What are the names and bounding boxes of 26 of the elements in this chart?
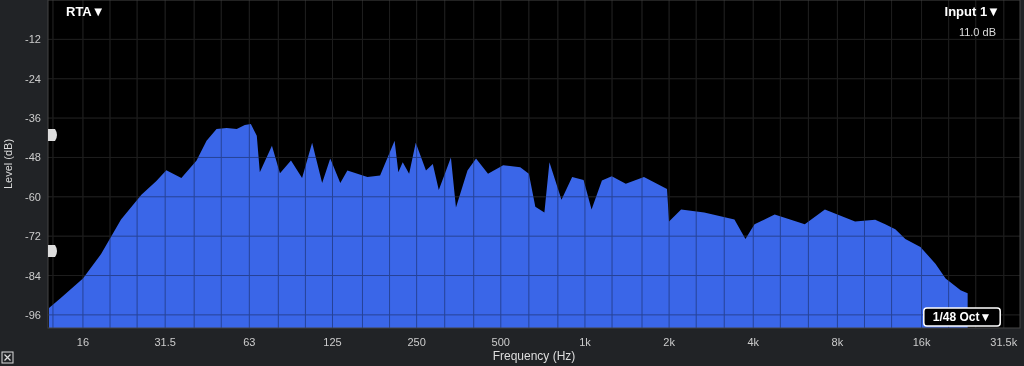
- x-axis-title: Frequency (Hz): [492, 349, 576, 363]
- annotation: RTA▼: [66, 4, 105, 19]
- x-tick-label: 4k: [747, 336, 760, 348]
- x-tick-label: 31.5k: [990, 336, 1018, 348]
- x-tick-label: 125: [323, 336, 342, 348]
- annotation: Input 1▼: [944, 4, 1000, 19]
- x-tick-label: 63: [243, 336, 256, 348]
- x-tick-label: 8k: [831, 336, 844, 348]
- y-tick-label: -24: [25, 72, 41, 85]
- x-tick-label: 31.5: [154, 336, 176, 348]
- annotation: 11.0 dB: [958, 26, 996, 38]
- y-tick-label: -60: [25, 190, 41, 203]
- y-tick-label: -96: [25, 308, 41, 321]
- x-tick-label: 2k: [663, 336, 676, 348]
- y-axis-title: Level (dB): [2, 138, 14, 190]
- y-tick-label: -72: [25, 230, 41, 243]
- annotation: 1/48 Oct▼: [932, 310, 992, 324]
- y-tick-label: -84: [25, 269, 41, 282]
- x-tick-label: 250: [407, 336, 426, 348]
- x-tick-label: 500: [491, 336, 510, 348]
- y-tick-label: -12: [25, 33, 41, 46]
- x-tick-label: 1k: [579, 336, 592, 348]
- y-tick-label: -48: [25, 151, 41, 164]
- x-tick-label: 16k: [912, 336, 931, 348]
- y-tick-label: -36: [25, 112, 41, 125]
- x-tick-label: 16: [76, 336, 90, 348]
